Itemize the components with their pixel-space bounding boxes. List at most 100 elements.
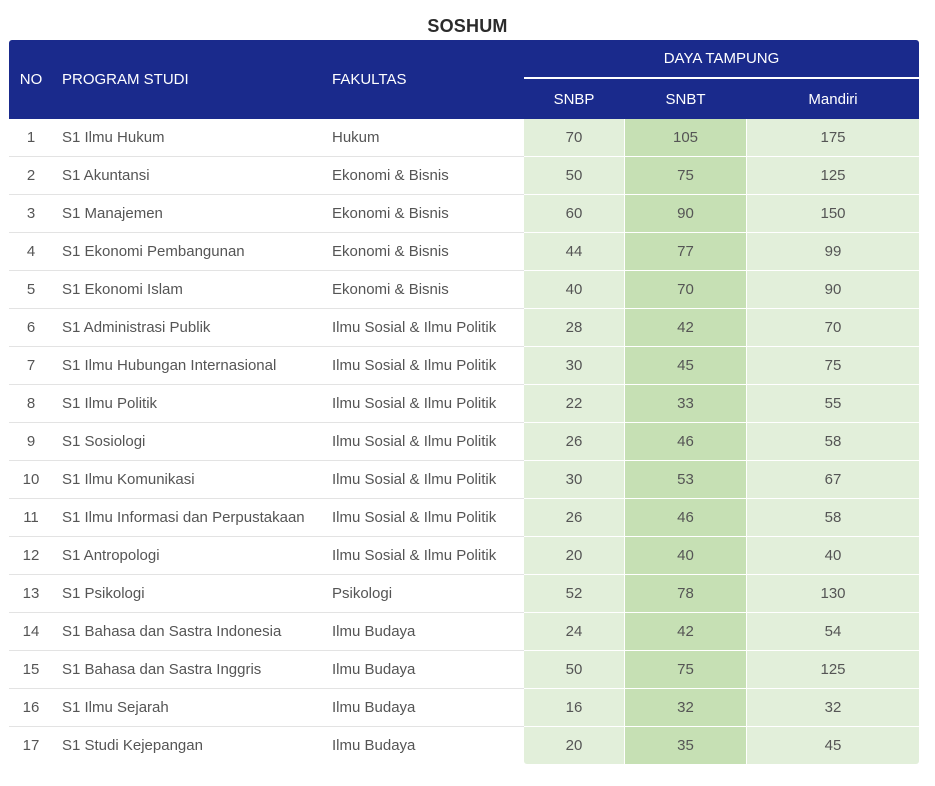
- row-number: 10: [9, 461, 53, 499]
- mandiri-capacity: 90: [747, 271, 920, 309]
- header-no: NO: [9, 40, 53, 119]
- row-number: 9: [9, 423, 53, 461]
- row-number: 2: [9, 157, 53, 195]
- snbp-capacity: 50: [524, 651, 624, 689]
- table-row: 5 S1 Ekonomi Islam Ekonomi & Bisnis 40 70 90: [9, 271, 920, 309]
- mandiri-capacity: 67: [747, 461, 920, 499]
- snbt-capacity: 42: [624, 613, 747, 651]
- snbt-capacity: 53: [624, 461, 747, 499]
- row-number: 6: [9, 309, 53, 347]
- snbt-capacity: 33: [624, 385, 747, 423]
- capacity-table: NO PROGRAM STUDI FAKULTAS DAYA TAMPUNG S…: [9, 40, 920, 764]
- snbp-capacity: 24: [524, 613, 624, 651]
- row-number: 17: [22, 737, 40, 754]
- snbt-capacity: 90: [624, 195, 747, 233]
- snbp-capacity: 26: [524, 499, 624, 537]
- snbt-capacity: 40: [624, 537, 747, 575]
- snbp-capacity: 20: [524, 537, 624, 575]
- snbt-capacity: 78: [624, 575, 747, 613]
- header-snbp: SNBP: [524, 79, 624, 119]
- mandiri-capacity: 58: [747, 423, 920, 461]
- table-title: SOSHUM: [427, 16, 508, 36]
- mandiri-capacity: 70: [747, 309, 920, 347]
- program-name: S1 Ekonomi Pembangunan: [53, 233, 323, 271]
- faculty-name: Ekonomi & Bisnis: [323, 157, 524, 195]
- snbp-capacity: 40: [524, 271, 624, 309]
- program-name: S1 Ilmu Hubungan Internasional: [53, 347, 323, 385]
- row-number: 7: [9, 347, 53, 385]
- snbt-capacity: 45: [624, 347, 747, 385]
- mandiri-capacity: 125: [747, 651, 920, 689]
- snbt-capacity: 105: [624, 119, 747, 157]
- row-number: 13: [9, 575, 53, 613]
- row-number: 15: [9, 651, 53, 689]
- snbp-capacity: 44: [524, 233, 624, 271]
- header-program: PROGRAM STUDI: [53, 40, 323, 119]
- faculty-name: Ekonomi & Bisnis: [323, 271, 524, 309]
- program-name: S1 Studi Kejepangan: [62, 737, 203, 754]
- table-row: 15 S1 Bahasa dan Sastra Inggris Ilmu Buday…: [9, 651, 920, 689]
- faculty-name: Ilmu Budaya: [323, 613, 524, 651]
- table-row: 14 S1 Bahasa dan Sastra Indonesia Ilmu Bud…: [9, 613, 920, 651]
- snbp-capacity: 60: [524, 195, 624, 233]
- table-row: 10 S1 Ilmu Komunikasi Ilmu Sosial & Ilmu P…: [9, 461, 920, 499]
- snbt-capacity: 46: [624, 499, 747, 537]
- snbt-capacity: 75: [624, 651, 747, 689]
- header-snbt: SNBT: [624, 79, 747, 119]
- program-name: S1 Administrasi Publik: [53, 309, 323, 347]
- row-number: 11: [9, 499, 53, 537]
- faculty-name: Ilmu Sosial & Ilmu Politik: [323, 347, 524, 385]
- table-row: 4 S1 Ekonomi Pembangunan Ekonomi & Bisnis 4…: [9, 233, 920, 271]
- program-name: S1 Ilmu Informasi dan Perpustakaan: [53, 499, 323, 537]
- mandiri-capacity: 175: [747, 119, 920, 157]
- header-faculty: FAKULTAS: [323, 40, 524, 119]
- faculty-name: Ilmu Sosial & Ilmu Politik: [323, 423, 524, 461]
- table-row: 7 S1 Ilmu Hubungan Internasional Ilmu Sosi…: [9, 347, 920, 385]
- snbt-capacity: 77: [624, 233, 747, 271]
- snbp-capacity: 52: [524, 575, 624, 613]
- snbp-capacity: 30: [524, 347, 624, 385]
- table-row: 11 S1 Ilmu Informasi dan Perpustakaan Ilmu…: [9, 499, 920, 537]
- program-name: S1 Ekonomi Islam: [53, 271, 323, 309]
- table-row: 17 S1 Studi Kejepangan Ilmu Budaya 20 35 45: [9, 727, 920, 764]
- program-name: S1 Akuntansi: [53, 157, 323, 195]
- snbp-capacity: 70: [524, 119, 624, 157]
- snbp-capacity: 28: [524, 309, 624, 347]
- row-number: 5: [9, 271, 53, 309]
- program-name: S1 Ilmu Politik: [53, 385, 323, 423]
- faculty-name: Ekonomi & Bisnis: [323, 233, 524, 271]
- mandiri-capacity: 125: [747, 157, 920, 195]
- faculty-name: Psikologi: [323, 575, 524, 613]
- faculty-name: Ilmu Sosial & Ilmu Politik: [323, 385, 524, 423]
- faculty-name: Ilmu Budaya: [323, 689, 524, 727]
- program-name: S1 Bahasa dan Sastra Inggris: [53, 651, 323, 689]
- table-header: NO PROGRAM STUDI FAKULTAS DAYA TAMPUNG S…: [9, 40, 920, 119]
- snbt-capacity: 75: [624, 157, 747, 195]
- program-name: S1 Psikologi: [53, 575, 323, 613]
- faculty-name: Ekonomi & Bisnis: [323, 195, 524, 233]
- snbt-capacity: 46: [624, 423, 747, 461]
- table-row: 2 S1 Akuntansi Ekonomi & Bisnis 50 75 125: [9, 157, 920, 195]
- program-name: S1 Manajemen: [53, 195, 323, 233]
- program-name: S1 Ilmu Sejarah: [53, 689, 323, 727]
- table-body: 1 S1 Ilmu Hukum Hukum 70 105 175 2 S1 Akuntansi…: [9, 119, 920, 764]
- snbp-capacity: 16: [524, 689, 624, 727]
- mandiri-capacity: 130: [747, 575, 920, 613]
- table-row: 16 S1 Ilmu Sejarah Ilmu Budaya 16 32 32: [9, 689, 920, 727]
- snbp-capacity: 20: [524, 727, 624, 764]
- program-name: S1 Antropologi: [53, 537, 323, 575]
- mandiri-capacity: 58: [747, 499, 920, 537]
- mandiri-capacity: 150: [747, 195, 920, 233]
- header-capacity: DAYA TAMPUNG: [524, 40, 920, 79]
- snbt-capacity: 70: [624, 271, 747, 309]
- table-row: 12 S1 Antropologi Ilmu Sosial & Ilmu Polit…: [9, 537, 920, 575]
- row-number: 16: [9, 689, 53, 727]
- snbt-capacity: 42: [624, 309, 747, 347]
- mandiri-capacity: 45: [747, 727, 920, 764]
- mandiri-capacity: 54: [747, 613, 920, 651]
- faculty-name: Ilmu Budaya: [332, 737, 416, 754]
- snbt-capacity: 32: [624, 689, 747, 727]
- table-row: 13 S1 Psikologi Psikologi 52 78 130: [9, 575, 920, 613]
- row-number: 4: [9, 233, 53, 271]
